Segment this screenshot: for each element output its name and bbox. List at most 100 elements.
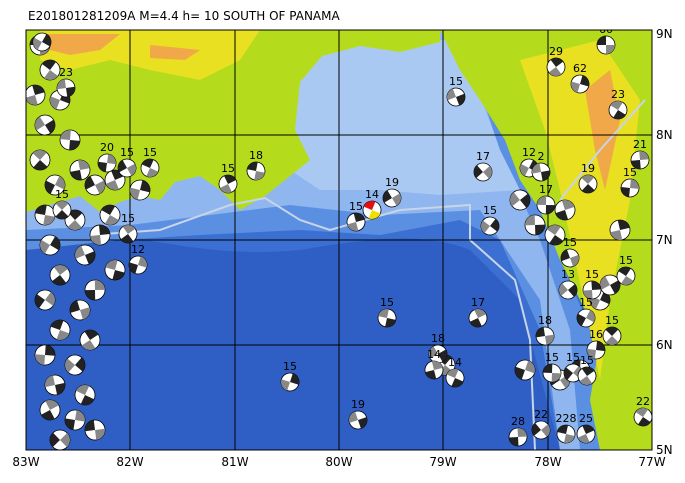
ball-dilatation: [45, 400, 59, 410]
ball-compression: [618, 267, 631, 276]
ball-compression: [247, 162, 258, 171]
beachball: [596, 35, 616, 55]
ball-dilatation: [78, 160, 90, 170]
beachball: [602, 326, 622, 346]
beachball: [218, 174, 238, 194]
event-label: 18: [538, 314, 552, 327]
beachball: [64, 409, 86, 431]
event-label: 17: [539, 183, 553, 196]
event-label: 22: [35, 20, 49, 33]
lat-label: 8N: [656, 128, 673, 142]
ball-compression: [596, 341, 605, 352]
ball-dilatation: [517, 428, 527, 437]
beachball: [531, 420, 551, 440]
beachball: [129, 179, 151, 201]
beachball: [468, 308, 488, 328]
ball-compression: [32, 85, 45, 95]
ball-dilatation: [600, 276, 610, 290]
beachball: [377, 308, 397, 328]
beachball: [558, 280, 578, 300]
event-label: 15: [380, 296, 394, 309]
event-label: 20: [100, 141, 114, 154]
ball-dilatation: [67, 220, 82, 230]
ball-compression: [35, 294, 45, 309]
beachball: [34, 289, 56, 311]
map-title: E201801281209A M=4.4 h= 10 SOUTH OF PANA…: [28, 9, 340, 23]
beachball: [620, 178, 640, 198]
beachball: [104, 169, 126, 191]
ball-dilatation: [122, 225, 136, 234]
lon-label: 77W: [638, 455, 665, 469]
ball-dilatation: [429, 346, 438, 359]
ball-compression: [543, 364, 553, 373]
beachball: [52, 200, 72, 220]
beachball: [524, 214, 546, 236]
ball-compression: [515, 366, 525, 380]
event-label: 15: [449, 75, 463, 88]
lat-label: 6N: [656, 338, 673, 352]
beachball: [34, 344, 56, 366]
event-label: 22: [534, 408, 548, 421]
ball-compression: [451, 378, 464, 387]
beachball: [69, 159, 91, 181]
beachball: [29, 149, 51, 171]
ball-dilatation: [483, 165, 492, 179]
ball-dilatation: [219, 184, 232, 193]
beachball: [362, 200, 382, 220]
beachball: [633, 407, 652, 427]
beachball: [49, 264, 71, 286]
ball-dilatation: [43, 215, 55, 225]
ball-compression: [545, 205, 555, 214]
beachball: [586, 340, 606, 360]
ball-dilatation: [378, 309, 389, 318]
ball-dilatation: [563, 434, 575, 443]
ball-dilatation: [60, 433, 70, 448]
beachball: [39, 234, 61, 256]
beachball: [535, 326, 555, 346]
ball-dilatation: [81, 340, 96, 350]
axis-labels: 83W 82W 81W 80W 79W 78W 77W 9N 8N 7N 6N 5N: [12, 27, 672, 469]
ball-dilatation: [254, 171, 265, 180]
lon-label: 82W: [116, 455, 143, 469]
beachball: [26, 84, 46, 106]
ball-compression: [509, 437, 519, 446]
ball-compression: [605, 327, 619, 336]
beachball: [140, 158, 160, 178]
event-label: 15: [566, 351, 580, 364]
ball-compression: [112, 270, 125, 280]
beachball: [32, 32, 52, 52]
lat-label: 7N: [656, 233, 673, 247]
event-label: 15: [143, 146, 157, 159]
ball-dilatation: [583, 290, 593, 299]
ball-compression: [70, 170, 82, 180]
beachball: [576, 424, 596, 444]
beachball: [34, 204, 56, 226]
lat-label: 5N: [656, 443, 673, 457]
event-label: 17: [471, 296, 485, 309]
beachball: [39, 59, 61, 81]
lon-label: 79W: [429, 455, 456, 469]
ball-dilatation: [65, 358, 75, 373]
ball-dilatation: [546, 225, 561, 235]
event-label: 29: [549, 45, 563, 58]
ball-compression: [541, 170, 550, 181]
ball-compression: [631, 160, 641, 169]
beachball: [348, 410, 368, 430]
lon-label: 80W: [325, 455, 352, 469]
beachball: [79, 329, 101, 351]
ball-dilatation: [55, 201, 69, 210]
ball-compression: [50, 236, 60, 251]
ball-dilatation: [105, 180, 119, 190]
event-label: 17: [476, 150, 490, 163]
ball-compression: [490, 218, 499, 232]
ball-dilatation: [55, 176, 65, 190]
ball-dilatation: [60, 130, 71, 140]
ball-compression: [70, 300, 80, 313]
beachball: [578, 174, 598, 194]
beachball: [104, 259, 126, 281]
beachball: [536, 195, 556, 215]
ball-dilatation: [80, 307, 90, 320]
beachball: [117, 158, 137, 178]
